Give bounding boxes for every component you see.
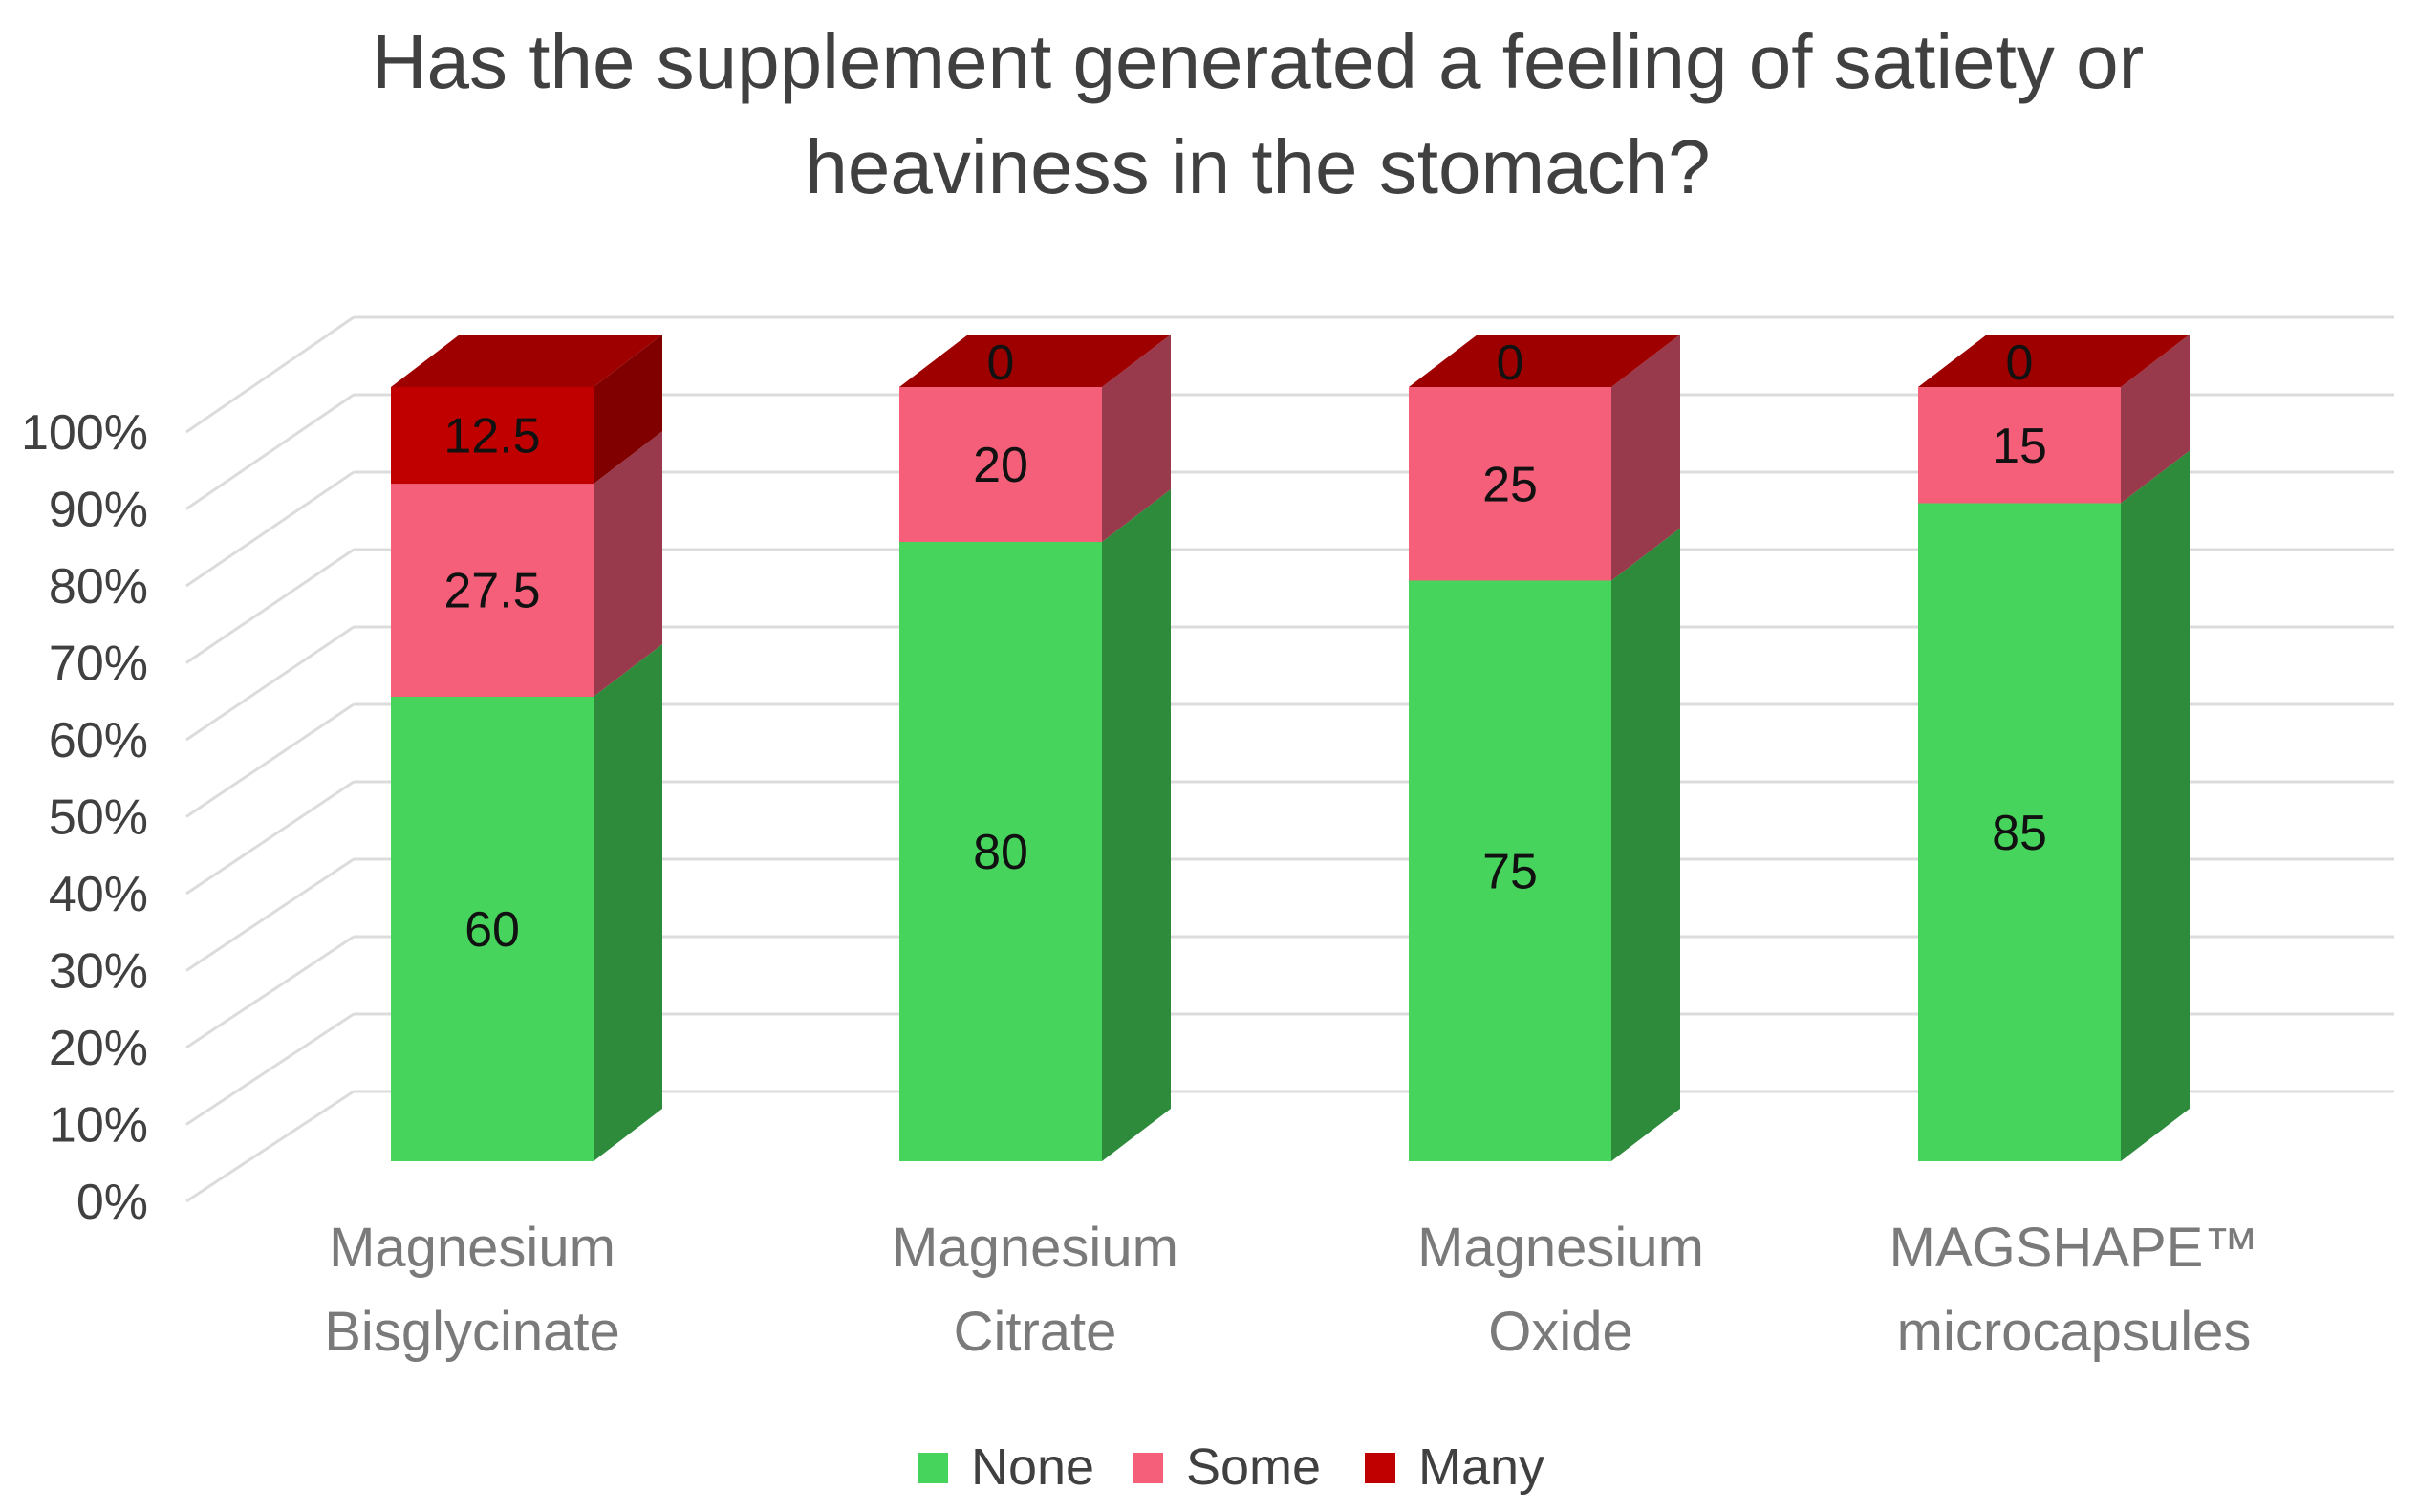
gridline-depth (185, 393, 355, 510)
legend-swatch-many (1365, 1453, 1395, 1483)
y-tick-label: 40% (49, 867, 148, 922)
bar-some-side (1102, 335, 1171, 542)
gridline-depth (185, 702, 355, 818)
y-tick-label: 50% (49, 790, 148, 846)
gridline-depth (185, 780, 355, 896)
gridline-depth (185, 935, 355, 1049)
bar-some-side (1611, 335, 1680, 581)
legend-swatch-some (1133, 1453, 1163, 1483)
bar-top-cap (899, 335, 1171, 387)
stacked-bars (391, 335, 2190, 1161)
data-labels: 60 27.5 12.5 80 20 0 75 25 0 85 15 0 (443, 335, 2047, 958)
gridline-depth (185, 1090, 355, 1203)
bar-some-side (2121, 335, 2190, 504)
bar-none-front (1918, 503, 2121, 1161)
bar-many-front (391, 387, 594, 485)
gridline-depth (185, 548, 355, 664)
gridline-depth (185, 1012, 355, 1126)
bar-top-cap (1409, 335, 1680, 387)
bar-none-side (1611, 528, 1680, 1161)
bar-none-front (1409, 580, 1611, 1161)
data-label-many: 0 (987, 335, 1015, 391)
data-label-some: 27.5 (443, 564, 540, 619)
y-tick-label: 30% (49, 944, 148, 1000)
y-tick-label: 90% (49, 483, 148, 538)
data-label-many: 12.5 (443, 409, 540, 464)
bar-none-side (2121, 450, 2190, 1161)
legend-swatch-none (918, 1453, 948, 1483)
data-label-none: 85 (1992, 806, 2047, 861)
category-label: microcapsules (1897, 1301, 2252, 1363)
y-tick-label: 100% (21, 405, 148, 461)
y-tick-label: 80% (49, 559, 148, 615)
x-axis-category-labels: Magnesium Bisglycinate Magnesium Citrate Mag… (324, 1217, 2258, 1363)
legend: None Some Many (918, 1438, 1544, 1496)
bar-some-front (391, 484, 594, 697)
data-label-many: 0 (1497, 335, 1524, 391)
bar-none-side (594, 644, 662, 1161)
data-label-none: 75 (1482, 844, 1538, 899)
gridline-depth (185, 857, 355, 972)
bar-some-front (1918, 387, 2121, 504)
bar-none-front (899, 542, 1102, 1161)
category-label: MAGSHAPE™ (1889, 1217, 2259, 1279)
legend-label-some: Some (1186, 1438, 1321, 1496)
data-label-many: 0 (2006, 335, 2034, 391)
y-axis-tick-labels: 0% 10% 20% 30% 40% 50% 60% 70% 80% 90% 100% (21, 405, 148, 1230)
y-tick-label: 0% (76, 1175, 148, 1230)
bar-some-front (1409, 387, 1611, 581)
data-label-none: 60 (464, 902, 520, 958)
bar-top-cap (391, 335, 662, 387)
category-label: Magnesium (892, 1217, 1178, 1279)
category-label: Magnesium (1417, 1217, 1704, 1279)
y-tick-label: 10% (49, 1098, 148, 1154)
category-label: Magnesium (329, 1217, 615, 1279)
category-label: Citrate (954, 1301, 1117, 1363)
y-tick-label: 20% (49, 1021, 148, 1076)
gridline-depth (185, 470, 355, 588)
bar-top-cap (1918, 335, 2190, 387)
bar-some-side (594, 431, 662, 697)
legend-label-none: None (971, 1438, 1094, 1496)
y-tick-label: 60% (49, 713, 148, 768)
legend-label-many: Many (1418, 1438, 1544, 1496)
bar-many-side (594, 335, 662, 485)
gridline-depth (185, 315, 355, 434)
category-label: Oxide (1488, 1301, 1633, 1363)
data-label-some: 20 (973, 438, 1028, 493)
bar-some-front (899, 387, 1102, 542)
bar-none-side (1102, 489, 1171, 1161)
y-tick-label: 70% (49, 637, 148, 692)
data-label-some: 25 (1482, 457, 1538, 512)
gridline-depth (185, 625, 355, 742)
category-label: Bisglycinate (324, 1301, 619, 1363)
chart-title: Has the supplement generated a feeling o… (372, 19, 2145, 209)
bar-none-front (391, 697, 594, 1161)
data-label-none: 80 (973, 825, 1028, 880)
data-label-some: 15 (1992, 419, 2047, 474)
chart-title-line-2: heaviness in the stomach? (805, 124, 1710, 209)
chart-title-line-1: Has the supplement generated a feeling o… (372, 19, 2145, 104)
